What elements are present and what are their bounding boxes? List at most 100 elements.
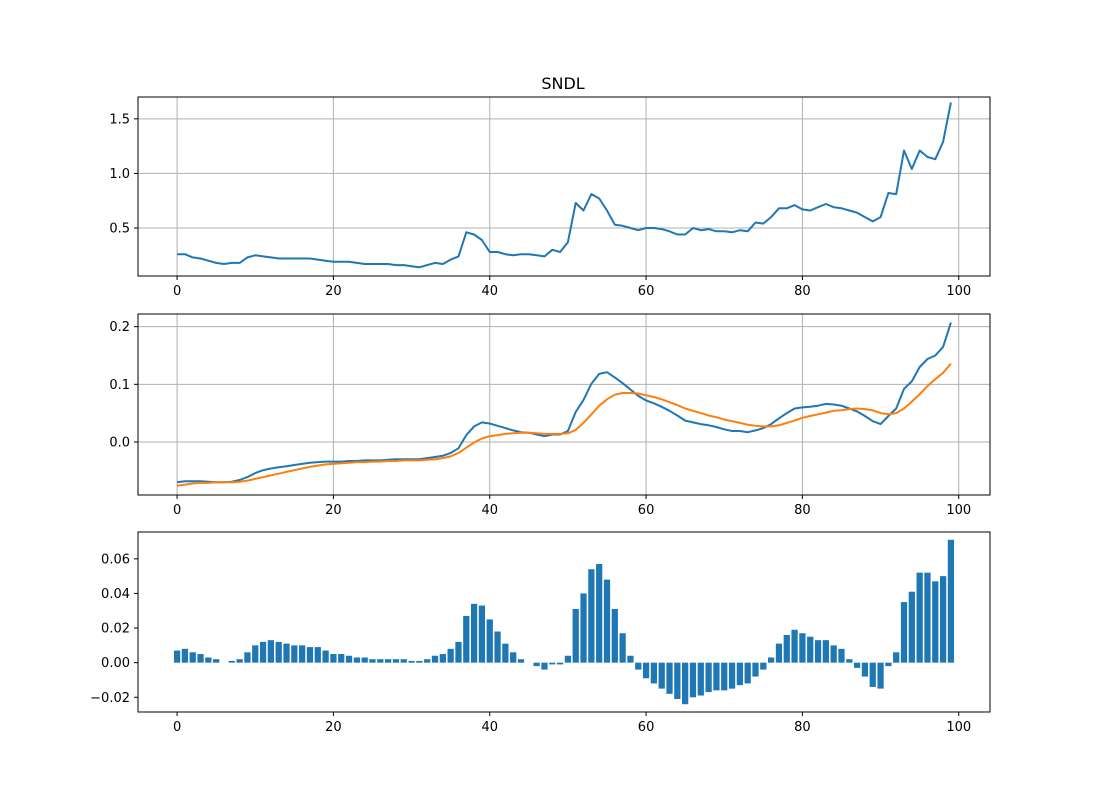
price-ytick-label: 1.5	[109, 112, 130, 127]
histogram-bar	[408, 660, 415, 663]
histogram-bar	[799, 633, 806, 663]
histogram-bar	[197, 654, 204, 663]
histogram-bar	[736, 662, 743, 686]
macd-panel: 0 20 40 60 80 100 0.0 0.1 0.2	[109, 313, 991, 518]
histogram-bar	[439, 654, 446, 663]
macd-series-line-1	[176, 362, 952, 487]
histogram-ytick-label: −0.02	[90, 691, 130, 706]
histogram-bar	[463, 615, 470, 663]
histogram-bar	[494, 631, 501, 663]
price-series	[177, 102, 952, 269]
histogram-bar	[275, 641, 282, 663]
histogram-ticks: 0 20 40 60 80 100 −0.02 0.00 0.02 0.04 0.06	[90, 552, 971, 735]
macd-ytick-label: 0.1	[109, 378, 130, 393]
histogram-panel: 0 20 40 60 80 100 −0.02 0.00 0.02 0.04 0.06	[90, 531, 991, 735]
histogram-bar	[338, 654, 345, 663]
histogram-bar	[369, 659, 376, 663]
histogram-bar	[838, 648, 845, 663]
histogram-bar	[939, 576, 947, 663]
histogram-bar	[791, 629, 798, 663]
histogram-bar	[853, 662, 861, 668]
histogram-xtick-label: 40	[481, 720, 498, 735]
histogram-bar	[447, 648, 454, 663]
histogram-bar	[721, 662, 728, 691]
macd-xtick-label: 100	[946, 503, 971, 518]
histogram-bar	[603, 579, 611, 663]
price-ticks: 0 20 40 60 80 100 0.5 1.0 1.5	[109, 112, 971, 299]
histogram-xtick-label: 60	[638, 720, 655, 735]
histogram-bar	[572, 609, 579, 663]
price-xtick-label: 80	[794, 284, 811, 299]
histogram-bar	[556, 662, 564, 665]
histogram-bar	[822, 640, 829, 663]
histogram-bar	[697, 662, 704, 696]
histogram-bar	[588, 569, 595, 663]
histogram-bar	[455, 641, 462, 663]
histogram-bar	[377, 659, 384, 663]
price-grid	[138, 97, 990, 276]
histogram-bar	[252, 645, 259, 663]
histogram-bar	[533, 662, 540, 667]
histogram-bar	[361, 657, 368, 663]
histogram-bar	[291, 645, 298, 663]
histogram-bar	[760, 662, 767, 670]
histogram-bar	[431, 655, 439, 663]
histogram-bar	[619, 633, 626, 663]
histogram-bar	[713, 662, 720, 691]
histogram-bar	[259, 641, 267, 663]
histogram-xtick-label: 0	[173, 720, 181, 735]
histogram-bar	[908, 591, 915, 663]
histogram-bar	[330, 654, 337, 663]
price-xtick-label: 60	[638, 284, 655, 299]
histogram-bar	[236, 659, 243, 663]
histogram-bar	[181, 648, 189, 663]
histogram-bar	[283, 643, 290, 663]
histogram-bars	[173, 539, 955, 705]
histogram-bar	[728, 662, 736, 689]
macd-ytick-label: 0.0	[109, 435, 130, 450]
histogram-bar	[611, 609, 618, 663]
histogram-ytick-label: 0.06	[101, 552, 130, 567]
histogram-bar	[189, 652, 196, 663]
price-axes-frame	[137, 96, 991, 277]
histogram-bar	[173, 650, 181, 663]
histogram-bar	[205, 657, 212, 663]
chart-title: SNDL	[541, 74, 584, 93]
histogram-bar	[517, 659, 525, 663]
macd-xtick-label: 20	[325, 503, 342, 518]
macd-grid	[138, 314, 990, 495]
histogram-bar	[861, 662, 869, 677]
histogram-bar	[846, 659, 853, 663]
histogram-bar	[916, 572, 923, 663]
histogram-bar	[424, 659, 431, 663]
histogram-bar	[580, 593, 587, 663]
price-panel: SNDL 0 20 40 60 80 100 0.5 1.0 1.5	[109, 74, 991, 299]
histogram-bar	[869, 662, 876, 687]
histogram-bar	[345, 655, 353, 663]
price-xtick-label: 40	[481, 284, 498, 299]
histogram-ytick-label: 0.04	[101, 587, 130, 602]
histogram-bar	[830, 645, 837, 663]
histogram-bar	[306, 647, 314, 663]
histogram-bar	[213, 659, 220, 663]
histogram-bar	[635, 662, 642, 670]
histogram-bar	[549, 662, 556, 665]
histogram-bar	[775, 643, 783, 663]
histogram-bar	[900, 602, 908, 663]
histogram-bar	[299, 645, 306, 663]
histogram-bar	[478, 605, 486, 663]
price-ytick-label: 0.5	[109, 221, 130, 236]
price-xtick-label: 20	[325, 284, 342, 299]
histogram-bar	[658, 662, 665, 689]
histogram-bar	[705, 662, 712, 693]
histogram-bar	[541, 662, 548, 670]
histogram-bar	[783, 634, 790, 663]
macd-xtick-label: 40	[481, 503, 498, 518]
price-xtick-label: 0	[173, 284, 181, 299]
histogram-bar	[650, 662, 658, 684]
price-ytick-label: 1.0	[109, 167, 130, 182]
histogram-bar	[924, 572, 931, 663]
macd-xtick-label: 0	[173, 503, 181, 518]
histogram-bar	[564, 655, 572, 663]
